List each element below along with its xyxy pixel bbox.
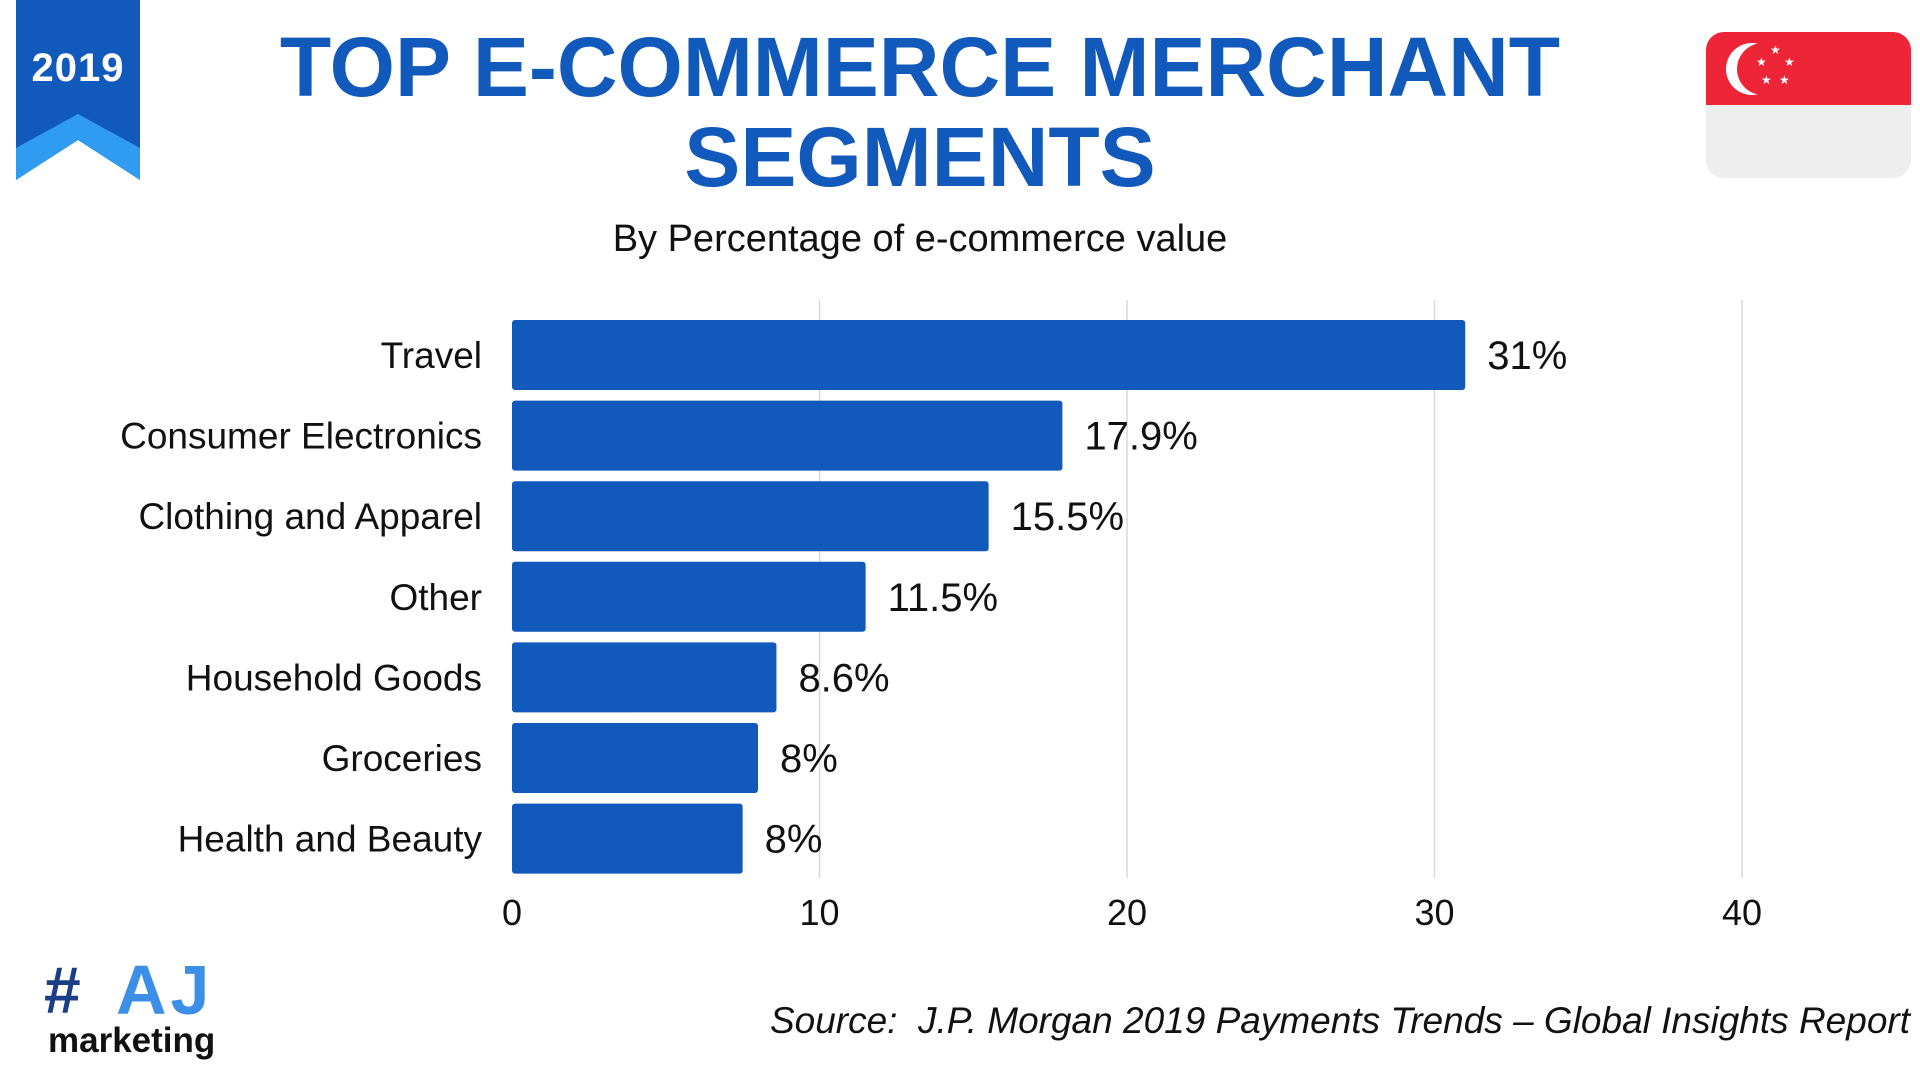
- title-line-2: SEGMENTS: [684, 110, 1156, 204]
- svg-text:★: ★: [1761, 73, 1772, 87]
- year-ribbon: [16, 0, 140, 180]
- category-label: Household Goods: [186, 657, 482, 698]
- svg-text:★: ★: [1779, 73, 1790, 87]
- data-label: 8.6%: [798, 656, 889, 700]
- category-label: Health and Beauty: [178, 819, 483, 860]
- title-line-1: TOP E-COMMERCE MERCHANT: [279, 20, 1561, 114]
- data-label: 11.5%: [888, 576, 998, 620]
- x-tick-label: 0: [502, 892, 522, 933]
- singapore-flag-icon: ★ ★ ★ ★ ★: [1706, 32, 1911, 178]
- data-label: 31%: [1487, 334, 1567, 378]
- bar: [512, 400, 1063, 471]
- bar: [512, 642, 777, 713]
- data-label: 17.9%: [1084, 415, 1197, 459]
- x-tick-label: 30: [1414, 892, 1454, 933]
- data-label: 8%: [780, 737, 838, 781]
- data-label: 8%: [765, 818, 823, 862]
- category-label: Clothing and Apparel: [138, 496, 482, 537]
- x-tick-label: 40: [1722, 892, 1762, 933]
- bar: [512, 723, 758, 793]
- x-tick-label: 10: [799, 892, 839, 933]
- logo-hash: #: [44, 953, 81, 1027]
- label-layer: 0 10 20 30 40 Travel 31% Consumer Electronics 17…: [120, 334, 1762, 933]
- bar: [512, 320, 1466, 390]
- chart-subtitle: By Percentage of e-commerce value: [612, 218, 1228, 260]
- svg-text:★: ★: [1784, 55, 1795, 69]
- ribbon-chevron-icon: [16, 114, 140, 180]
- page-title: TOP E-COMMERCE MERCHANT SEGMENTS: [260, 22, 1580, 202]
- aj-marketing-logo: # AJ marketing: [44, 955, 244, 1070]
- bar: [512, 481, 989, 552]
- bar: [512, 561, 866, 632]
- category-label: Travel: [381, 335, 482, 376]
- category-label: Groceries: [322, 738, 482, 779]
- source-caption: Source: J.P. Morgan 2019 Payments Trends…: [769, 1000, 1910, 1041]
- category-label: Other: [389, 577, 482, 618]
- svg-text:★: ★: [1756, 55, 1767, 69]
- x-tick-label: 20: [1107, 892, 1147, 933]
- logo-letters: AJ: [116, 951, 214, 1029]
- category-label: Consumer Electronics: [120, 416, 482, 457]
- data-label: 15.5%: [1011, 495, 1124, 539]
- bar-layer: [512, 320, 1466, 874]
- svg-text:★: ★: [1770, 43, 1781, 57]
- bar-chart: 0 10 20 30 40 Travel 31% Consumer Electronics 17…: [120, 300, 1762, 933]
- bar: [512, 803, 743, 874]
- year-badge-text: 2019: [31, 46, 125, 90]
- logo-subtitle: marketing: [48, 1021, 216, 1060]
